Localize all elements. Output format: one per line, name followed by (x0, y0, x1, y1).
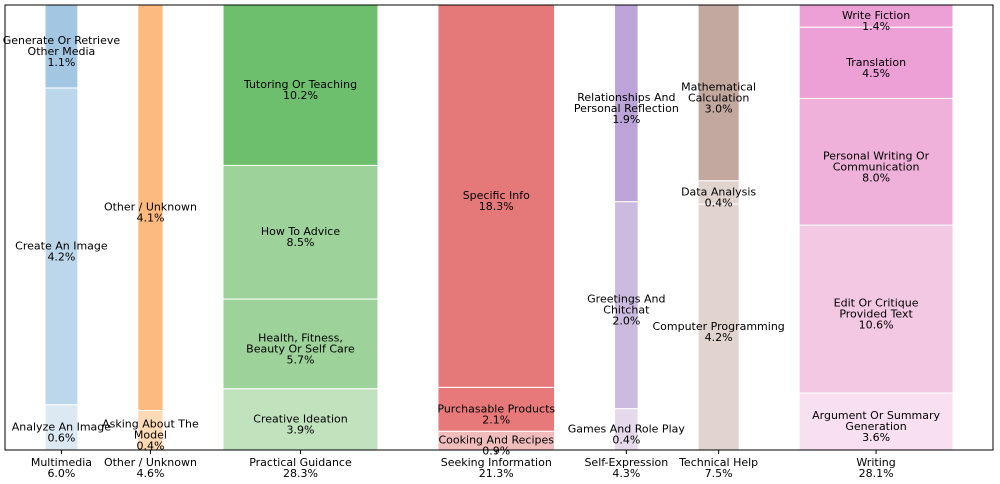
segment-value-label: 2.0% (612, 315, 640, 328)
segment-label: Analyze An Image (12, 420, 112, 433)
segment-value-label: 1.1% (47, 56, 75, 69)
segment-label: Personal Writing Or Communication (823, 149, 930, 173)
segment (697, 203, 740, 451)
segment-value-label: 3.9% (287, 423, 315, 436)
segment-label: Generate Or Retrieve Other Media (3, 34, 121, 58)
segment-value-label: 3.6% (862, 431, 890, 444)
segment-value-label: 0.4% (136, 440, 164, 453)
segment-label: Data Analysis (681, 185, 756, 198)
segment (222, 4, 379, 166)
segment-value-label: 0.6% (47, 431, 75, 444)
segment-value-label: 4.1% (136, 212, 164, 225)
segment-value-label: 10.2% (283, 89, 318, 102)
segment-label: Create An Image (15, 239, 108, 252)
segment-value-label: 5.7% (287, 353, 315, 366)
segment (44, 4, 79, 89)
segment-label: Asking About The Model (102, 418, 199, 442)
segment-label: Mathematical Calculation (681, 80, 756, 104)
segment-label: Games And Role Play (568, 422, 686, 435)
segment-value-label: 8.0% (862, 171, 890, 184)
segment-label: How To Advice (261, 225, 340, 238)
segment-value-label: 8.5% (287, 236, 315, 249)
x-tick-label: Multimedia (31, 456, 92, 469)
x-tick-label: Seeking Information (441, 456, 552, 469)
segment-label: Specific Info (463, 189, 530, 202)
segment-label: Purchasable Products (437, 402, 555, 415)
segment-label: Other / Unknown (104, 201, 197, 214)
segment-label: Greetings And Chitchat (587, 293, 665, 317)
x-tick-value-label: 7.5% (705, 467, 733, 480)
segment (222, 298, 379, 390)
segment-value-label: 1.9% (612, 113, 640, 126)
segment-label: Tutoring Or Teaching (243, 78, 357, 91)
x-tick-label: Self-Expression (584, 456, 668, 469)
segment-label: Creative Ideation (253, 412, 347, 425)
segment (437, 4, 556, 388)
segment-value-label: 18.3% (479, 200, 514, 213)
segment-value-label: 3.0% (705, 102, 733, 115)
segment-label: Argument Or Summary Generation (812, 409, 940, 433)
segment-value-label: 0.4% (612, 433, 640, 446)
x-tick-label: Practical Guidance (249, 456, 352, 469)
segment (437, 386, 556, 432)
x-tick-value-label: 28.3% (283, 467, 318, 480)
segment-value-label: 10.6% (859, 319, 894, 332)
segment-label: Cooking And Recipes (439, 434, 555, 447)
segment-label: Health, Fitness, Beauty Or Self Care (246, 331, 355, 355)
x-tick-value-label: 6.0% (47, 467, 75, 480)
x-tick-label: Technical Help (678, 456, 758, 469)
x-tick-label: Writing (856, 456, 895, 469)
x-tick-value-label: 21.3% (479, 467, 514, 480)
segment-label: Write Fiction (842, 9, 910, 22)
segment-label: Relationships And Personal Reflection (574, 91, 679, 115)
plot-frame (4, 4, 994, 451)
segment-value-label: 0.4% (705, 196, 733, 209)
x-tick-value-label: 4.6% (136, 467, 164, 480)
x-tick-value-label: 4.3% (612, 467, 640, 480)
segment-value-label: 4.5% (862, 67, 890, 80)
segment (222, 164, 379, 300)
segment (798, 26, 954, 99)
segment-value-label: 2.1% (482, 413, 510, 426)
segment (798, 392, 954, 451)
segment-value-label: 4.2% (47, 250, 75, 263)
segment (44, 404, 79, 451)
segment-label: Translation (845, 56, 906, 69)
segment (697, 4, 740, 182)
segment (798, 224, 954, 394)
segment-label: Edit Or Critique Provided Text (834, 297, 919, 321)
segment (44, 87, 79, 406)
segment-label: Computer Programming (652, 320, 784, 333)
x-tick-label: Other / Unknown (104, 456, 197, 469)
x-tick-value-label: 28.1% (859, 467, 894, 480)
segment (798, 97, 954, 226)
segment-value-label: 1.4% (862, 20, 890, 33)
segment-value-label: 4.2% (705, 331, 733, 344)
